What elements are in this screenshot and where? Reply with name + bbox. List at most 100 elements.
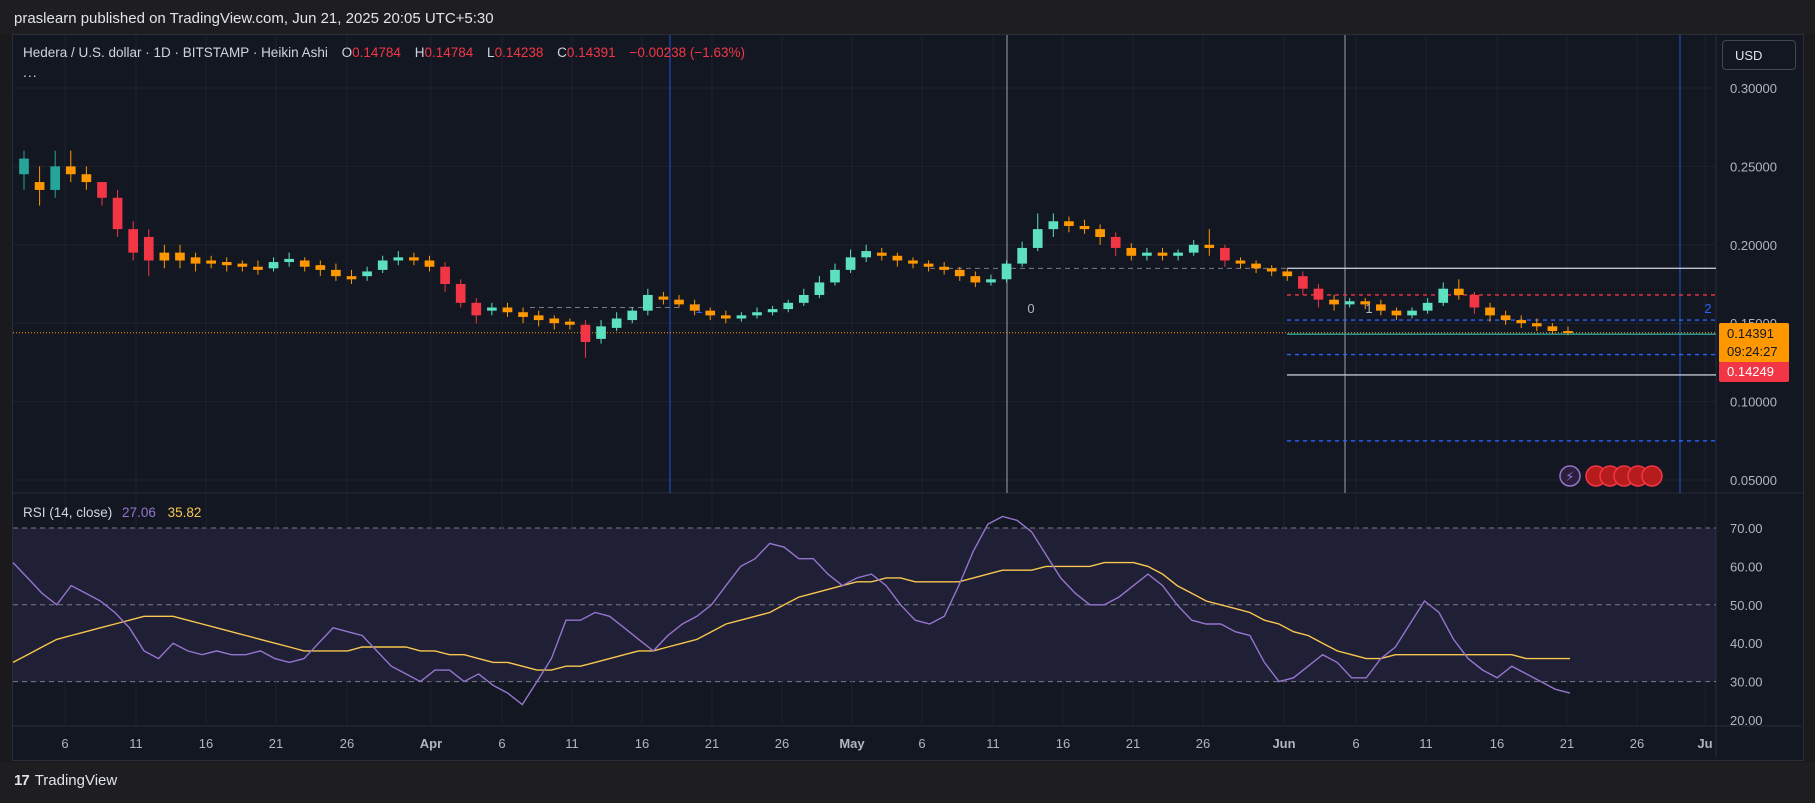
rsi-tick-label: 60.00: [1730, 559, 1763, 574]
time-tick-label: 26: [775, 736, 789, 751]
rsi-title[interactable]: RSI (14, close): [23, 505, 113, 520]
candle-body: [939, 266, 949, 270]
candle-body: [112, 197, 123, 230]
candle-body: [65, 166, 76, 175]
low-value: 0.14238: [494, 45, 544, 60]
candle-body: [1251, 263, 1261, 269]
rsi-ma-line: [12, 561, 1570, 671]
candle-body: [393, 257, 404, 261]
time-tick-label: 16: [1056, 736, 1070, 751]
candle-body: [798, 294, 809, 303]
candle-body: [362, 271, 372, 277]
candle-body: [1485, 307, 1495, 316]
candle-body: [767, 309, 778, 313]
candle-body: [923, 263, 934, 267]
candle-body: [1531, 323, 1542, 327]
candle-body: [1500, 315, 1511, 321]
symbol-title[interactable]: Hedera / U.S. dollar · 1D · BITSTAMP · H…: [23, 45, 328, 60]
time-tick-label: 26: [1630, 736, 1644, 751]
low-price-tag: 0.14249: [1719, 362, 1789, 382]
time-tick-label: 6: [1352, 736, 1359, 751]
time-tick-label: 6: [61, 736, 68, 751]
candle-body: [19, 158, 29, 175]
candle-body: [377, 260, 388, 270]
rsi-ma-value: 35.82: [167, 505, 202, 520]
candle-body: [783, 302, 794, 310]
candle-body: [81, 174, 92, 183]
open-label: O: [341, 45, 353, 60]
rsi-tick-label: 40.00: [1730, 636, 1763, 651]
candle-body: [830, 269, 840, 283]
time-tick-label: 26: [1196, 736, 1210, 751]
candle-body: [471, 302, 482, 316]
candle-body: [1407, 310, 1417, 316]
candle-body: [565, 321, 575, 325]
low-label: L: [487, 45, 495, 60]
candle-body: [845, 257, 856, 270]
candle-body: [908, 260, 918, 264]
open-value: 0.14784: [352, 45, 401, 60]
close-value: 0.14391: [566, 45, 616, 60]
candle-body: [1110, 236, 1121, 248]
high-label: H: [414, 45, 425, 60]
time-tick-label: 6: [918, 736, 925, 751]
candle-body: [50, 166, 61, 190]
tradingview-logo[interactable]: 17 TradingView: [14, 772, 117, 789]
candle-body: [1469, 294, 1480, 308]
candle-body: [284, 258, 294, 263]
cycle-label: 1: [1365, 301, 1372, 316]
high-value: 0.14784: [424, 45, 474, 60]
candle-body: [1001, 263, 1012, 280]
candle-body: [658, 296, 669, 300]
candle-body: [1204, 244, 1215, 248]
time-tick-label: May: [839, 736, 865, 751]
candle-body: [1017, 247, 1027, 264]
candle-body: [1235, 260, 1246, 264]
candle-body: [1329, 299, 1339, 305]
time-tick-label: 21: [269, 736, 283, 751]
more-icon[interactable]: ...: [23, 64, 38, 80]
candle-body: [986, 279, 996, 283]
candle-body: [237, 263, 248, 267]
candle-body: [346, 276, 357, 280]
candle-body: [128, 229, 139, 253]
candle-body: [190, 257, 201, 264]
time-tick-label: 26: [340, 736, 354, 751]
time-tick-label: Ju: [1697, 736, 1712, 751]
candle-body: [1032, 229, 1043, 248]
candle-body: [175, 252, 185, 261]
symbol-legend: Hedera / U.S. dollar · 1D · BITSTAMP · H…: [23, 45, 745, 60]
candle-body: [689, 304, 700, 311]
time-tick-label: 11: [1419, 736, 1433, 751]
candle-body: [1266, 268, 1277, 272]
candle-body: [253, 266, 263, 270]
lightning-icon: [1559, 465, 1581, 487]
candle-body: [1220, 247, 1230, 261]
change-value: −0.00238 (−1.63%): [629, 45, 746, 60]
candle-body: [409, 257, 419, 261]
rsi-tick-label: 50.00: [1730, 598, 1763, 613]
candle-body: [1298, 276, 1308, 289]
rsi-tick-label: 70.00: [1730, 521, 1763, 536]
candle-body: [1095, 229, 1105, 237]
candle-body: [1516, 320, 1527, 324]
candle-body: [1438, 288, 1449, 303]
time-tick-label: 16: [635, 736, 649, 751]
candle-body: [674, 299, 684, 305]
price-tick-label: 0.30000: [1730, 81, 1777, 96]
close-label: C: [557, 45, 567, 60]
time-tick-label: 11: [986, 736, 1000, 751]
time-tick-label: Apr: [420, 736, 442, 751]
time-tick-label: 6: [498, 736, 505, 751]
candle-body: [752, 312, 762, 316]
candle-body: [1344, 301, 1355, 305]
candle-body: [1282, 271, 1293, 277]
candle-body: [1313, 288, 1324, 300]
lightning-icon-glyph: ⚡: [1565, 470, 1574, 485]
candle-body: [1064, 221, 1074, 226]
candle-body: [861, 251, 872, 258]
currency-button[interactable]: USD: [1722, 40, 1796, 70]
us-flag-event-icon: [1641, 465, 1663, 487]
candle-body: [159, 252, 170, 261]
